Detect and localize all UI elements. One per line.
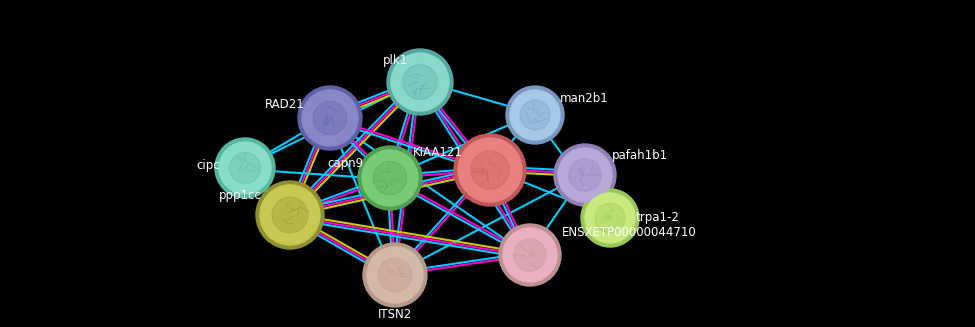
Circle shape: [215, 138, 275, 198]
Circle shape: [520, 100, 550, 130]
Circle shape: [260, 185, 320, 245]
Circle shape: [458, 138, 522, 202]
Circle shape: [503, 228, 557, 282]
Circle shape: [358, 146, 422, 210]
Circle shape: [367, 247, 423, 303]
Text: ppp1cc: ppp1cc: [219, 188, 262, 201]
Text: plk1: plk1: [382, 54, 408, 67]
Circle shape: [373, 161, 407, 195]
Circle shape: [514, 239, 546, 271]
Circle shape: [471, 151, 509, 189]
Circle shape: [506, 86, 564, 144]
Text: cipc: cipc: [196, 159, 220, 171]
Circle shape: [362, 150, 418, 206]
Text: man2b1: man2b1: [560, 93, 608, 106]
Text: ENSXETP00000044710: ENSXETP00000044710: [562, 226, 697, 238]
Text: pafah1b1: pafah1b1: [612, 148, 668, 162]
Circle shape: [272, 197, 308, 233]
Text: capn9: capn9: [327, 158, 363, 170]
Circle shape: [454, 134, 526, 206]
Circle shape: [568, 159, 602, 191]
Circle shape: [313, 101, 347, 135]
Circle shape: [387, 49, 453, 115]
Text: KIAA121: KIAA121: [413, 146, 463, 159]
Circle shape: [554, 144, 616, 206]
Circle shape: [302, 90, 358, 146]
Circle shape: [298, 86, 362, 150]
Text: trpa1-2: trpa1-2: [636, 212, 680, 225]
Circle shape: [585, 193, 635, 243]
Text: RAD21: RAD21: [265, 98, 305, 112]
Circle shape: [256, 181, 324, 249]
Circle shape: [391, 53, 449, 111]
Circle shape: [219, 142, 271, 194]
Circle shape: [558, 148, 612, 202]
Circle shape: [510, 90, 560, 140]
Circle shape: [378, 258, 411, 292]
Circle shape: [363, 243, 427, 307]
Circle shape: [499, 224, 561, 286]
Text: ITSN2: ITSN2: [378, 308, 412, 321]
Circle shape: [595, 203, 625, 233]
Circle shape: [581, 189, 639, 247]
Circle shape: [403, 65, 438, 99]
Circle shape: [229, 152, 260, 183]
